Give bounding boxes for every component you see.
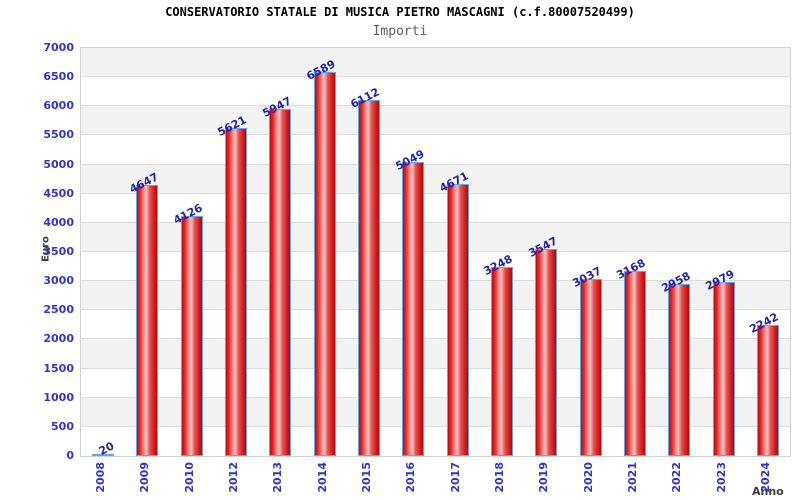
bar [313, 72, 336, 456]
x-axis-title: Anno [752, 485, 784, 498]
gridline [81, 192, 790, 194]
y-tick-label: 500 [51, 419, 74, 433]
y-tick-label: 2500 [43, 303, 74, 317]
bar [358, 100, 381, 456]
x-tick-label: 2018 [492, 462, 506, 493]
y-tick-label: 5000 [43, 157, 74, 171]
bar [402, 162, 425, 456]
y-tick-label: 1000 [43, 390, 74, 404]
y-tick-label: 3500 [43, 245, 74, 258]
x-tick-label: 2017 [448, 462, 462, 493]
x-tick-label: 2016 [404, 462, 418, 493]
x-tick-label: 2009 [138, 462, 152, 493]
gridline [81, 105, 790, 107]
bar [668, 284, 691, 456]
plot-band [81, 48, 790, 78]
gridline [81, 134, 790, 136]
x-tick-label: 2010 [182, 462, 196, 493]
x-tick-label: 2014 [315, 462, 329, 493]
y-tick-label: 6500 [43, 70, 74, 84]
bar [579, 279, 602, 456]
bar [136, 185, 159, 456]
bar [92, 454, 115, 456]
gridline [81, 163, 790, 165]
gridline [81, 367, 790, 369]
bar [712, 282, 735, 456]
y-tick-label: 0 [66, 449, 74, 462]
y-tick-label: 4000 [43, 215, 74, 229]
gridline [81, 221, 790, 223]
x-tick-label: 2013 [271, 462, 285, 493]
y-tick-label: 5500 [43, 128, 74, 142]
gridline [81, 309, 790, 311]
x-tick-label: 2008 [94, 462, 108, 493]
bar [269, 109, 292, 456]
gridline [81, 251, 790, 252]
x-tick-label: 2019 [537, 462, 551, 493]
x-tick-label: 2012 [227, 462, 241, 493]
x-tick-label: 2024 [758, 462, 772, 493]
y-tick-label: 4500 [43, 186, 74, 200]
chart-title: CONSERVATORIO STATALE DI MUSICA PIETRO M… [165, 5, 635, 19]
plot-band [81, 106, 790, 136]
plot-band [81, 164, 790, 194]
gridline [81, 338, 790, 340]
y-tick-label: 6000 [43, 99, 74, 113]
chart-subtitle: Importi [372, 24, 428, 39]
y-tick-label: 7000 [43, 41, 74, 54]
x-tick-label: 2022 [670, 462, 684, 493]
y-tick-label: 3000 [43, 274, 74, 288]
gridline [81, 396, 790, 398]
bar [225, 128, 248, 456]
y-tick-label: 2000 [43, 332, 74, 346]
bar [180, 216, 203, 456]
x-tick-label: 2015 [360, 462, 374, 493]
bar [490, 267, 513, 456]
plot-area: 20 4647 4126 5621 5947 6589 6112 5049 4671 3248 35… [80, 47, 791, 458]
bar [756, 325, 779, 456]
gridline [81, 76, 790, 78]
gridline [81, 425, 790, 427]
x-tick-label: 2023 [714, 462, 728, 493]
x-tick-label: 2021 [625, 462, 639, 493]
bar [623, 271, 646, 456]
bar [446, 184, 469, 456]
bar [535, 249, 558, 456]
y-tick-label: 1500 [43, 361, 74, 375]
x-tick-label: 2020 [581, 462, 595, 493]
gridline [81, 280, 790, 282]
